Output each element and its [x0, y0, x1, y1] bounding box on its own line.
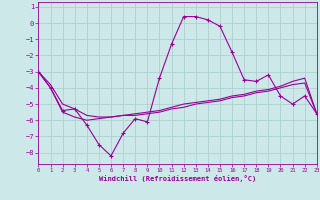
- X-axis label: Windchill (Refroidissement éolien,°C): Windchill (Refroidissement éolien,°C): [99, 175, 256, 182]
